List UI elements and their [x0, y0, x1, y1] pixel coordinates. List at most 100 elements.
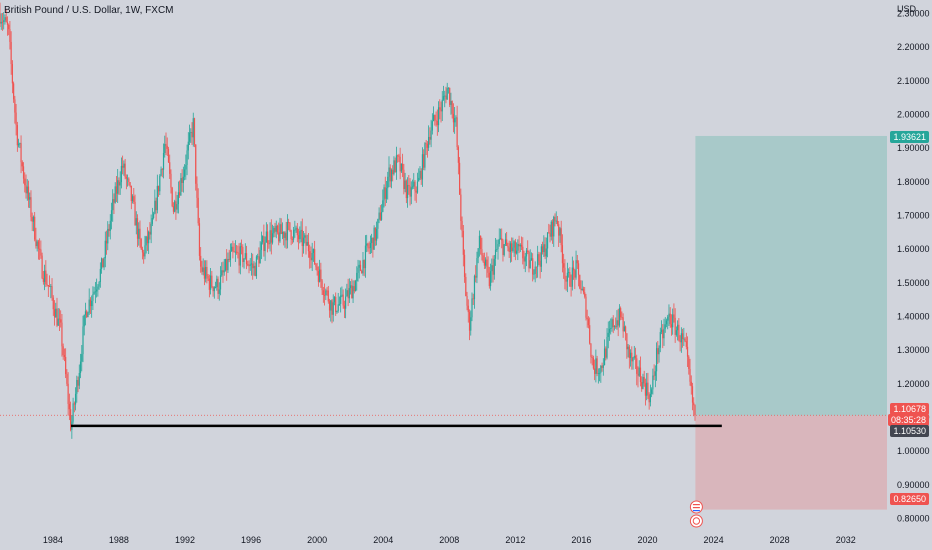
candle-body — [17, 143, 20, 146]
candle-body — [290, 230, 292, 240]
candle-body — [143, 252, 145, 257]
stop-price-tag: 0.82650 — [890, 493, 929, 505]
candle-body — [648, 394, 650, 403]
candle-body — [428, 136, 430, 148]
candle-body — [377, 219, 379, 229]
candle-body — [348, 288, 350, 299]
candle-body — [208, 278, 210, 290]
candle-body — [372, 237, 374, 250]
candle-body — [325, 290, 327, 296]
candle-body — [22, 166, 25, 179]
candle-body — [493, 258, 495, 275]
candle-body — [46, 284, 48, 286]
candle-body — [9, 29, 11, 42]
candle-body — [395, 155, 398, 173]
candle-body — [166, 145, 168, 149]
candle-body — [631, 352, 633, 362]
candle-body — [231, 246, 233, 252]
candle-body — [570, 286, 572, 287]
x-tick-label: 1996 — [241, 535, 261, 545]
y-tick-label: 2.20000 — [897, 42, 930, 52]
candle-body — [534, 266, 536, 274]
candle-body — [222, 270, 224, 273]
candle-body — [113, 199, 115, 203]
candle-body — [50, 286, 52, 287]
candle-body — [60, 319, 62, 323]
candle-body — [182, 176, 184, 183]
candle-body — [387, 176, 389, 189]
candle-body — [40, 249, 42, 256]
candle-body — [217, 278, 219, 294]
candle-body — [556, 220, 559, 225]
candle-body — [274, 227, 276, 232]
candle-body — [307, 241, 310, 252]
candle-body — [376, 228, 378, 241]
candle-body — [43, 270, 46, 282]
candle-body — [657, 348, 659, 355]
candle-body — [275, 225, 277, 232]
candle-body — [48, 286, 51, 288]
candle-body — [112, 199, 114, 211]
candle-body — [74, 393, 77, 405]
candle-body — [233, 251, 235, 253]
candle-body — [384, 187, 386, 199]
candle-body — [532, 258, 534, 275]
candle-body — [92, 294, 94, 301]
candle-body — [268, 243, 270, 245]
candle-body — [126, 178, 129, 180]
candle-body — [560, 228, 562, 246]
candle-body — [538, 254, 540, 262]
candle-body — [169, 162, 171, 174]
candle-body — [397, 155, 399, 157]
candle-body — [98, 282, 100, 287]
candle-body — [594, 368, 596, 374]
candle-body — [31, 217, 33, 222]
candle-body — [294, 229, 296, 231]
candle-body — [68, 403, 70, 410]
candle-body — [382, 200, 384, 213]
candle-body — [285, 232, 287, 241]
candle-body — [41, 255, 43, 279]
candle-body — [315, 263, 317, 267]
candle-body — [196, 183, 198, 198]
candle-body — [681, 333, 684, 340]
candle-body — [467, 305, 469, 313]
candle-body — [61, 322, 63, 347]
candle-body — [19, 143, 21, 145]
candle-body — [545, 248, 547, 257]
candle-body — [53, 309, 56, 318]
candle-body — [693, 402, 695, 406]
candle-body — [389, 167, 391, 182]
candle-body — [388, 167, 390, 177]
candle-body — [575, 260, 577, 278]
candle-body — [546, 232, 549, 249]
y-tick-label: 1.40000 — [897, 312, 930, 322]
candle-body — [100, 258, 103, 269]
candle-body — [610, 328, 612, 330]
candle-body — [605, 348, 607, 358]
candle-body — [79, 361, 82, 374]
candle-body — [449, 87, 451, 105]
candle-body — [203, 267, 206, 279]
candle-body — [260, 242, 262, 251]
candle-body — [105, 240, 108, 244]
candle-body — [649, 393, 651, 403]
stop-zone — [695, 415, 887, 510]
y-tick-label: 0.80000 — [897, 514, 930, 524]
candle-body — [415, 190, 417, 193]
candle-body — [501, 238, 503, 241]
candle-body — [191, 132, 193, 138]
candle-body — [13, 83, 15, 100]
candle-body — [243, 258, 245, 262]
candle-body — [36, 241, 38, 247]
y-tick-label: 1.50000 — [897, 278, 930, 288]
candle-body — [667, 316, 669, 321]
candle-body — [351, 285, 353, 299]
candle-body — [476, 258, 478, 278]
candle-body — [124, 163, 126, 178]
candle-body — [586, 317, 588, 320]
candle-body — [414, 181, 416, 191]
candle-body — [518, 243, 520, 247]
candle-body — [489, 271, 492, 287]
